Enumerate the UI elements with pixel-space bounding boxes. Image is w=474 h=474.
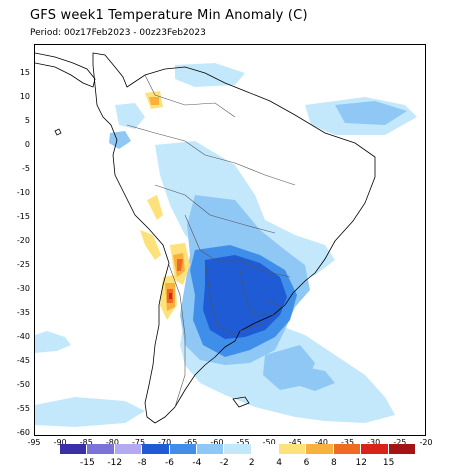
longitude-tick-label: -95 [27, 438, 41, 447]
legend-label: -12 [107, 458, 123, 468]
legend-swatch [114, 444, 142, 454]
legend-label: -6 [165, 458, 175, 468]
legend-swatch [60, 444, 87, 454]
legend-swatch [306, 444, 333, 454]
legend-swatch [388, 444, 415, 454]
latitude-tick-label: -25 [16, 260, 30, 269]
latitude-tick-label: -40 [16, 332, 30, 341]
longitude-tick-label: -85 [79, 438, 93, 447]
longitude-tick-label: -25 [393, 438, 407, 447]
legend-swatch [87, 444, 114, 454]
latitude-tick-label: 5 [24, 116, 30, 125]
legend-swatch [279, 444, 306, 454]
legend-label: -8 [137, 458, 147, 468]
latitude-tick-label: 0 [24, 140, 30, 149]
legend-label: 8 [330, 458, 337, 468]
period-label: Period: 00z17Feb2023 - 00z23Feb2023 [30, 28, 206, 38]
legend-label: 4 [276, 458, 282, 468]
legend-swatch [361, 444, 388, 454]
legend-label: 2 [248, 458, 255, 468]
legend-swatch [169, 444, 196, 454]
anomaly-warm [140, 91, 190, 320]
legend-swatch [196, 444, 224, 454]
legend-label: 12 [355, 458, 367, 468]
legend-label: -15 [80, 458, 95, 468]
longitude-tick-label: -80 [105, 438, 119, 447]
legend-swatch [224, 444, 251, 454]
legend-label: 15 [382, 458, 395, 468]
latitude-tick-label: -15 [16, 212, 30, 221]
longitude-tick-label: -30 [367, 438, 381, 447]
latitude-tick-label: -50 [16, 380, 30, 389]
country-borders [126, 74, 296, 408]
legend-label: -2 [219, 458, 229, 468]
anomaly-map [34, 44, 426, 436]
longitude-tick-label: -60 [210, 438, 224, 447]
latitude-tick-label: -20 [16, 236, 30, 245]
legend-label: -4 [192, 458, 202, 468]
latitude-tick-label: -30 [16, 284, 30, 293]
longitude-tick-label: -40 [314, 438, 328, 447]
continent-outline [35, 52, 376, 424]
longitude-tick-label: -65 [184, 438, 198, 447]
longitude-tick-label: -70 [158, 438, 172, 447]
latitude-tick-label: -45 [16, 356, 30, 365]
legend-swatch [333, 444, 361, 454]
latitude-tick-label: 10 [19, 92, 30, 101]
latitude-tick-label: 15 [19, 68, 30, 77]
latitude-tick-label: -35 [16, 308, 30, 317]
longitude-tick-label: -45 [288, 438, 302, 447]
longitude-tick-label: -55 [236, 438, 250, 447]
longitude-tick-label: -90 [53, 438, 67, 447]
latitude-tick-label: -10 [16, 188, 30, 197]
longitude-tick-label: -75 [131, 438, 146, 447]
longitude-tick-label: -50 [262, 438, 276, 447]
latitude-tick-label: -55 [16, 404, 30, 413]
legend-swatch [142, 444, 169, 454]
latitude-tick-label: -5 [22, 164, 30, 173]
legend-swatch [251, 444, 279, 454]
latitude-tick-label: -60 [16, 428, 30, 437]
longitude-tick-label: -20 [419, 438, 433, 447]
color-legend [60, 444, 416, 456]
map-title: GFS week1 Temperature Min Anomaly (C) [30, 8, 308, 23]
legend-label: 6 [303, 458, 310, 468]
map-canvas [35, 52, 417, 427]
longitude-tick-label: -35 [341, 438, 355, 447]
